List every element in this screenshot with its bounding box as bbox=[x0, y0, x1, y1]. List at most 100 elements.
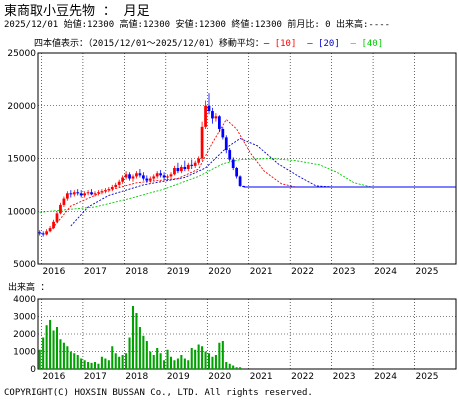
volume-bar bbox=[152, 355, 155, 369]
price-x-tick-label: 2025 bbox=[416, 267, 439, 277]
candle-body bbox=[204, 105, 207, 127]
candle-body bbox=[231, 159, 235, 168]
candle-body bbox=[200, 126, 204, 159]
volume-bar bbox=[135, 313, 138, 369]
candle-body bbox=[221, 128, 225, 138]
candle-body bbox=[128, 174, 131, 179]
candle-body bbox=[228, 150, 232, 160]
volume-y-tick-label: 0 bbox=[30, 365, 36, 375]
volume-bar bbox=[232, 365, 235, 369]
candle-body bbox=[173, 167, 176, 175]
volume-bar bbox=[211, 356, 214, 369]
candle-body bbox=[162, 175, 166, 178]
price-x-tick-label: 2024 bbox=[374, 267, 397, 277]
candle-body bbox=[190, 164, 194, 166]
volume-bar bbox=[111, 346, 114, 369]
volume-bar bbox=[225, 362, 228, 369]
candle-body bbox=[124, 174, 128, 178]
volume-y-tick-label: 2000 bbox=[13, 330, 36, 340]
candle-body bbox=[107, 189, 111, 191]
volume-bar bbox=[97, 363, 100, 369]
candle-body bbox=[38, 232, 42, 234]
candle-body bbox=[79, 193, 83, 196]
candle-body bbox=[235, 167, 239, 177]
candle-body bbox=[211, 111, 214, 119]
candle-body bbox=[155, 173, 159, 177]
volume-bar bbox=[69, 351, 72, 369]
candle-body bbox=[103, 190, 107, 192]
volume-bar bbox=[163, 360, 166, 369]
candle-body bbox=[183, 166, 187, 170]
candle-body bbox=[93, 193, 97, 195]
price-x-tick-label: 2017 bbox=[84, 267, 107, 277]
volume-bar bbox=[80, 358, 83, 369]
candle-body bbox=[59, 204, 62, 214]
volume-bar bbox=[128, 337, 131, 369]
volume-bar bbox=[218, 342, 221, 369]
volume-bar bbox=[107, 360, 110, 369]
volume-bar bbox=[55, 327, 59, 369]
volume-bar bbox=[239, 367, 242, 369]
candle-body bbox=[166, 176, 169, 178]
volume-bar bbox=[183, 358, 186, 369]
volume-bar bbox=[118, 356, 121, 369]
volume-bar bbox=[83, 360, 86, 369]
candle-body bbox=[148, 178, 152, 181]
candle-body bbox=[72, 192, 76, 195]
legend-ma10: [10] bbox=[274, 39, 297, 49]
volume-y-tick-label: 4000 bbox=[13, 295, 36, 305]
volume-bar bbox=[104, 358, 107, 369]
volume-bar bbox=[221, 341, 224, 369]
volume-bar bbox=[173, 360, 176, 369]
price-y-tick-label: 10000 bbox=[7, 207, 36, 217]
volume-bar bbox=[176, 358, 179, 369]
volume-bar bbox=[204, 351, 207, 369]
volume-bar bbox=[38, 349, 41, 369]
volume-bar bbox=[190, 348, 193, 369]
candle-body bbox=[100, 191, 104, 193]
candle-body bbox=[97, 192, 100, 194]
price-panel-frame bbox=[37, 52, 457, 265]
candle-body bbox=[48, 228, 52, 232]
volume-bar bbox=[73, 353, 76, 369]
volume-bar bbox=[145, 341, 148, 369]
volume-bar bbox=[121, 355, 124, 369]
price-y-tick-label: 25000 bbox=[7, 49, 36, 59]
volume-bar bbox=[180, 355, 183, 369]
volume-x-tick-label: 2021 bbox=[250, 372, 273, 382]
volume-bar bbox=[52, 330, 55, 369]
volume-bar bbox=[197, 344, 200, 369]
volume-bar bbox=[159, 353, 162, 369]
candle-body bbox=[76, 192, 80, 194]
candle-body bbox=[176, 167, 180, 172]
volume-bar bbox=[100, 356, 103, 369]
candle-body bbox=[152, 176, 156, 179]
price-x-tick-label: 2016 bbox=[42, 267, 65, 277]
volume-x-tick-label: 2022 bbox=[291, 372, 314, 382]
volume-panel-frame bbox=[37, 298, 457, 370]
candle-body bbox=[90, 192, 93, 195]
candle-body bbox=[207, 105, 211, 112]
candle-body bbox=[186, 164, 190, 170]
candle-body bbox=[86, 192, 90, 194]
candle-body bbox=[159, 173, 163, 176]
price-x-tick-label: 2023 bbox=[333, 267, 356, 277]
price-x-tick-label: 2019 bbox=[167, 267, 190, 277]
volume-bar bbox=[156, 348, 159, 369]
candle-body bbox=[117, 181, 121, 185]
volume-bar bbox=[114, 353, 117, 369]
price-y-tick-label: 5000 bbox=[13, 260, 36, 270]
volume-bar bbox=[169, 356, 173, 369]
quote-line: 2025/12/01 始値:12300 高値:12300 安値:12300 終値… bbox=[4, 20, 391, 30]
ma-legend: 四本値表示：（2015/12/01〜2025/12/01）移動平均：― [10]… bbox=[34, 39, 384, 49]
volume-bar bbox=[131, 306, 135, 369]
candle-body bbox=[145, 178, 149, 181]
price-x-tick-label: 2022 bbox=[291, 267, 314, 277]
candle-body bbox=[169, 174, 173, 177]
price-y-tick-label: 15000 bbox=[7, 155, 36, 165]
candle-body bbox=[138, 173, 142, 176]
volume-x-tick-label: 2016 bbox=[42, 372, 65, 382]
price-x-tick-label: 2021 bbox=[250, 267, 273, 277]
volume-label: 出来高 ： bbox=[8, 283, 50, 293]
candle-body bbox=[214, 116, 218, 119]
